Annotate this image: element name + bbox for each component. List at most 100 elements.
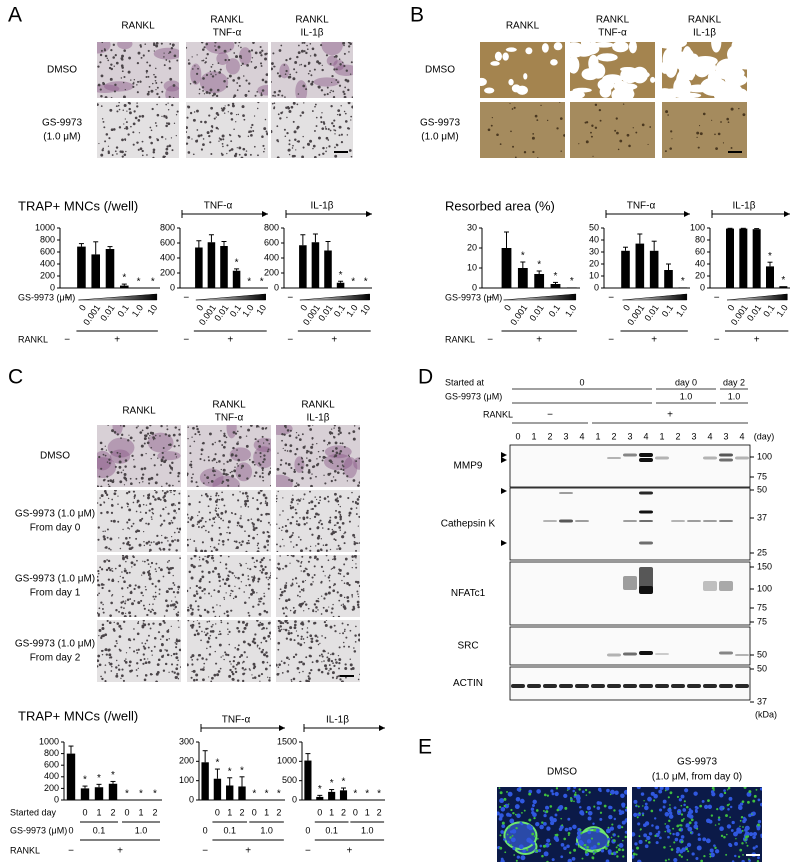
cell [178,493,180,495]
speck [715,147,718,150]
bar [739,229,747,288]
cell [129,647,131,649]
cell [200,565,202,567]
cell [220,69,222,71]
cell-blob [344,457,358,478]
cell [218,495,220,497]
cell [152,157,154,159]
cell [165,609,168,612]
cell [243,640,246,643]
cell [190,112,192,114]
cell [292,516,294,518]
cell [121,669,123,671]
cell [221,107,223,109]
cell [219,616,220,617]
cell [159,588,161,590]
cell [97,579,99,581]
band [639,520,653,522]
cell [203,666,204,667]
cell [311,473,312,474]
cell [133,564,135,566]
cell [294,610,296,612]
cell [276,543,278,545]
significance-star: * [554,271,558,282]
cell [328,576,330,578]
actin [512,812,514,814]
blot-label: MMP9 [454,461,483,472]
actin [616,855,618,857]
cell [338,668,340,670]
cell [128,71,131,74]
cell [276,578,278,580]
speck [711,120,712,121]
cell [212,64,213,65]
cell [197,524,198,525]
cell [208,593,210,595]
actin [499,834,501,836]
nucleus [667,829,671,833]
cell [339,432,342,435]
blot-label: NFATc1 [451,588,486,599]
cell [151,542,153,544]
nucleus [512,847,515,850]
speck [671,138,672,139]
cell [294,453,296,455]
cell [189,452,191,454]
cell [201,575,204,578]
cell [190,461,192,463]
cell [238,114,239,115]
cell [168,522,171,525]
column-header: TNF-α [213,28,242,39]
cell [268,532,269,533]
cell [108,498,109,499]
cell [311,576,313,578]
cell [265,513,268,516]
significance-star: * [781,275,785,286]
cell [261,92,262,93]
cell [264,58,267,61]
group-label: + [245,846,251,857]
cell [332,652,335,655]
nucleus [582,790,585,793]
y-tick-label: 0 [274,282,279,292]
cell [109,621,112,624]
actin [564,807,567,810]
arrow-label: IL-1β [733,201,756,212]
cell [322,450,324,452]
cell [345,677,347,679]
speck [628,145,631,148]
cell [119,126,121,128]
cell [243,591,245,593]
cell [336,500,339,503]
cell [125,126,127,128]
cell [329,668,331,670]
nucleus [760,787,763,790]
cell [280,588,282,590]
speck [616,132,619,135]
actin [681,856,683,858]
cell [314,54,317,57]
cell [128,57,131,60]
cell [246,563,247,564]
cell [345,637,347,639]
cell [256,592,257,593]
cell [172,582,174,584]
actin [541,821,543,823]
cell [309,550,311,552]
cell [349,521,350,522]
actin [663,846,666,849]
cell [197,619,198,620]
cell [149,424,151,426]
cell [114,622,115,623]
cell [211,595,212,596]
cell [169,144,172,147]
cell [132,86,134,88]
cell [330,130,332,132]
cell [338,545,340,547]
actin [549,843,551,845]
cell [337,591,339,593]
cell [209,519,211,521]
cell [210,546,211,547]
cell [136,511,138,513]
cell [295,509,297,511]
